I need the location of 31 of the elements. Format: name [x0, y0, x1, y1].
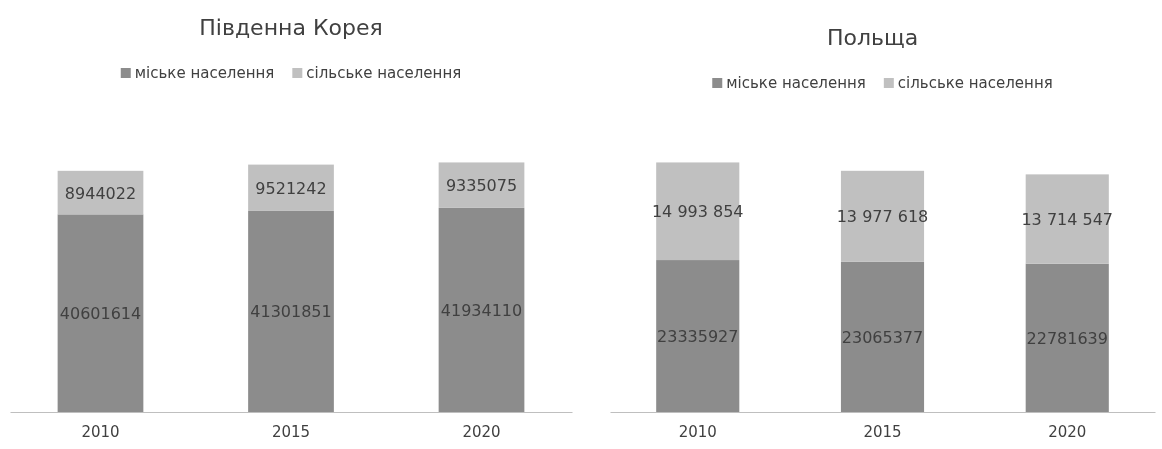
legend-label: міське населення [726, 74, 866, 92]
bar [57, 214, 144, 412]
bar [840, 170, 925, 262]
data-label: 41934110 [440, 300, 523, 320]
bar [248, 210, 334, 412]
legend-label: сільське населення [897, 74, 1053, 92]
bar [656, 260, 740, 412]
chart-title: Польща [826, 25, 919, 50]
bar [1025, 263, 1109, 412]
bar [438, 207, 525, 412]
data-label: 14 993 854 [651, 202, 744, 222]
data-label: 9521242 [255, 178, 327, 198]
data-label: 23335927 [657, 327, 739, 347]
legend-label: сільське населення [306, 64, 462, 82]
data-label: 41301851 [250, 302, 332, 322]
bar [840, 261, 925, 412]
x-tick-label: 2015 [271, 422, 311, 441]
data-label: 9335075 [445, 176, 518, 196]
data-label: 13 714 547 [1021, 210, 1114, 230]
x-tick-label: 2020 [1048, 422, 1087, 441]
data-label: 40601614 [59, 304, 142, 324]
x-tick-label: 2010 [678, 422, 717, 441]
data-label: 22781639 [1026, 328, 1108, 348]
data-label: 13 977 618 [836, 207, 929, 227]
x-tick-label: 2020 [462, 422, 501, 441]
legend-label: міське населення [134, 64, 275, 82]
data-label: 8944022 [64, 183, 137, 203]
chart-title: Південна Корея [199, 15, 383, 40]
x-tick-label: 2015 [863, 422, 902, 441]
x-tick-label: 2010 [81, 422, 120, 441]
data-label: 23065377 [841, 327, 924, 347]
